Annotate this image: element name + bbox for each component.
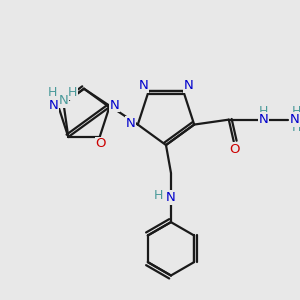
Text: N: N — [166, 191, 176, 204]
Text: N: N — [290, 113, 300, 126]
Text: H: H — [153, 189, 163, 202]
Text: H: H — [68, 86, 77, 99]
Text: N: N — [110, 99, 119, 112]
Text: N: N — [49, 99, 58, 112]
Text: H: H — [291, 105, 300, 118]
Text: N: N — [58, 94, 68, 107]
Text: N: N — [184, 79, 193, 92]
Text: O: O — [230, 143, 240, 156]
Text: O: O — [95, 137, 106, 150]
Text: H: H — [291, 121, 300, 134]
Text: H: H — [48, 86, 57, 99]
Text: H: H — [259, 105, 268, 118]
Text: N: N — [259, 113, 268, 126]
Text: N: N — [126, 117, 136, 130]
Text: N: N — [139, 79, 148, 92]
